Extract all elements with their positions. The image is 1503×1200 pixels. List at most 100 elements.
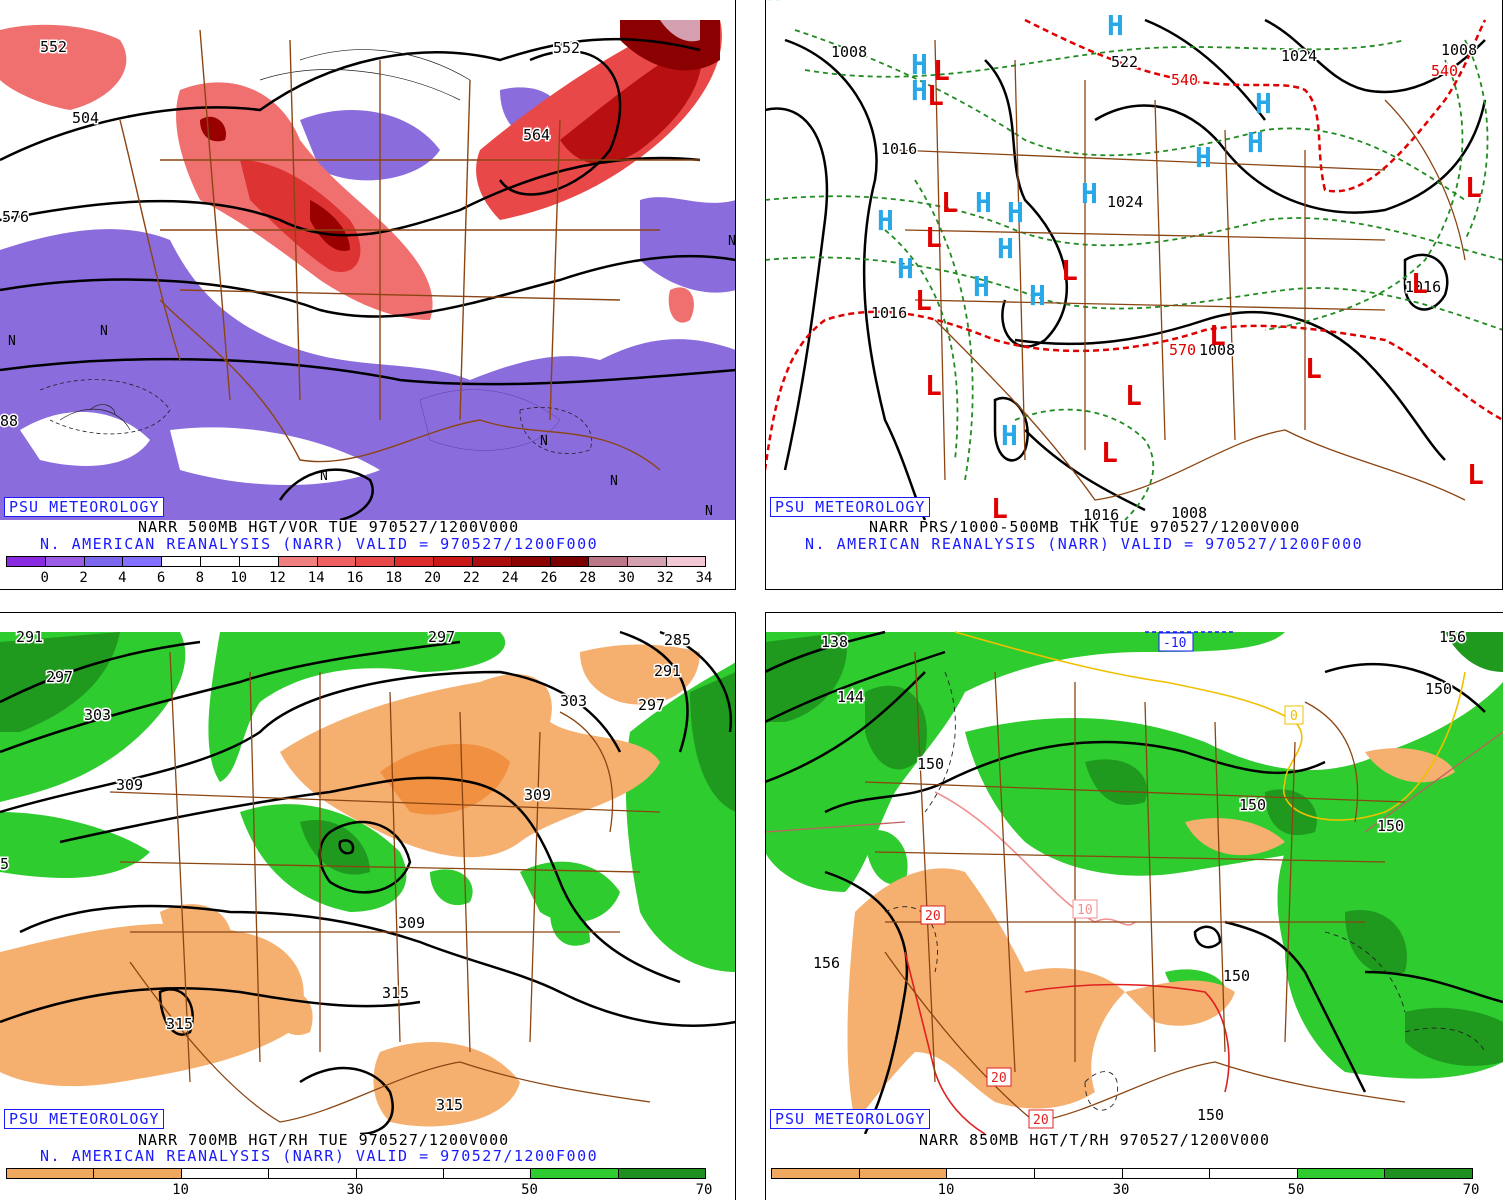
vorticity-n-marker: N [705,504,713,519]
low-pressure-marker: L [1125,379,1142,412]
height-label: 303 [560,692,587,710]
low-pressure-marker: L [1465,171,1482,204]
colorbar-tick-label: 10 [937,1182,955,1198]
contour-label: 576 [2,208,29,226]
rh850-map: 138 144 150 150 150 150 156 150 150 156 … [765,627,1503,1134]
vorticity-n-marker: N [100,324,108,339]
temperature-label: 20 [1033,1113,1049,1128]
psu-branding: PSU METEOROLOGY [770,1109,931,1129]
colorbar-swatch [772,1169,859,1178]
colorbar-tick-label: 2 [79,570,88,586]
low-pressure-marker: L [915,284,932,317]
height-label: 309 [116,776,143,794]
colorbar-swatch [1384,1169,1472,1178]
colorbar-tick-label: 20 [424,570,441,586]
colorbar-swatch [161,557,201,566]
high-pressure-marker: H [973,270,990,303]
height-label: 144 [837,688,864,706]
colorbar-tick-label: 50 [1287,1182,1305,1198]
low-pressure-marker: L [991,492,1008,520]
height-label: 315 [382,984,409,1002]
vorticity-colorbar [6,556,706,567]
height-label: 309 [524,786,551,804]
contour-label: 552 [553,39,580,57]
thickness-label: 522 [1111,53,1138,71]
colorbar-tick-label: 12 [269,570,286,586]
rh850-colorbar [771,1168,1473,1179]
panel-500mb-vorticity: 552 552 504 564 576 88 N N N N N N N PSU… [0,0,736,590]
height-label: 150 [1377,817,1404,835]
psu-branding: PSU METEOROLOGY [4,1109,165,1129]
thickness-label: 540 [1431,62,1458,80]
panel-subtitle: N. AMERICAN REANALYSIS (NARR) VALID = 97… [805,535,1364,553]
height-label: 150 [1223,967,1250,985]
colorbar-tick-label: 50 [521,1182,538,1198]
colorbar-tick-label: 28 [579,570,597,586]
height-label: 291 [16,628,43,646]
high-pressure-marker: H [1107,9,1124,42]
high-pressure-marker: H [997,232,1014,265]
colorbar-tick-label: 10 [172,1182,189,1198]
height-label: 150 [1239,796,1266,814]
colorbar-tick-label: 70 [1462,1182,1480,1198]
temperature-label: 20 [991,1071,1007,1086]
contour-label: 552 [40,38,67,56]
height-label: 303 [84,706,111,724]
rh700-map: 291 297 303 297 285 291 297 303 309 309 … [0,627,736,1134]
isobar-label: 1016 [871,304,907,322]
temperature-label: 20 [925,909,941,924]
vorticity-n-marker: N [610,474,618,489]
contour-label: 504 [72,109,99,127]
vorticity-n-marker: N [728,234,736,249]
colorbar-swatch [858,1169,947,1178]
colorbar-swatch [510,557,550,566]
colorbar-swatch [83,557,123,566]
low-pressure-marker: L [927,79,944,112]
colorbar-tick-label: 30 [618,570,635,586]
panel-title: NARR 500MB HGT/VOR TUE 970527/1200V000 [138,518,520,536]
colorbar-swatch [122,557,162,566]
isobar-label: 1008 [1171,504,1207,520]
colorbar-swatch [394,557,434,566]
colorbar-swatch [1296,1169,1385,1178]
height-label: 285 [664,631,691,649]
colorbar-swatch [946,1169,1034,1178]
colorbar-tick-label: 32 [656,570,674,586]
panel-title: NARR 850MB HGT/T/RH 970527/1200V000 [919,1131,1271,1149]
height-label: 297 [638,696,665,714]
colorbar-swatch [268,1169,356,1178]
isobar-label: 1008 [831,43,867,61]
high-pressure-marker: H [975,186,992,219]
height-label: 291 [654,662,681,680]
colorbar-tick-label: 26 [540,570,558,586]
colorbar-tick-label: 8 [195,570,205,586]
high-pressure-marker: H [1255,87,1272,120]
colorbar-swatch [200,557,239,566]
temperature-label: 10 [1077,903,1093,918]
low-pressure-marker: L [1305,352,1322,385]
high-pressure-marker: H [897,252,914,285]
height-label: 5 [0,855,9,873]
height-label: 156 [813,954,840,972]
height-label: 297 [428,628,455,646]
vorticity-colorbar-ticks: 0 2 4 6 8 10 12 14 16 18 20 22 24 26 28 30 32 34 [6,570,713,588]
low-pressure-marker: L [933,54,950,87]
isobar-label: 1016 [881,140,917,158]
thickness-label: 540 [1171,71,1198,89]
contour-label: 88 [0,412,18,430]
colorbar-swatch [530,1169,618,1178]
colorbar-swatch [588,557,628,566]
colorbar-swatch [93,1169,181,1178]
rh700-colorbar-ticks: 1030507090 [6,1182,712,1200]
high-pressure-marker: H [1081,177,1098,210]
panel-850mb-hgt-t-rh: 138 144 150 150 150 150 156 150 150 156 … [765,612,1503,1200]
psu-branding: PSU METEOROLOGY [770,497,931,517]
high-pressure-marker: H [911,74,928,107]
isobar-label: 1008 [1199,341,1235,359]
isobar-label: 1016 [1083,506,1119,520]
isobar-label: 1024 [1107,193,1143,211]
colorbar-tick-label: 30 [1112,1182,1130,1198]
colorbar-tick-label: 14 [307,570,325,586]
colorbar-swatch [316,557,356,566]
panel-subtitle: N. AMERICAN REANALYSIS (NARR) VALID = 97… [40,535,599,553]
